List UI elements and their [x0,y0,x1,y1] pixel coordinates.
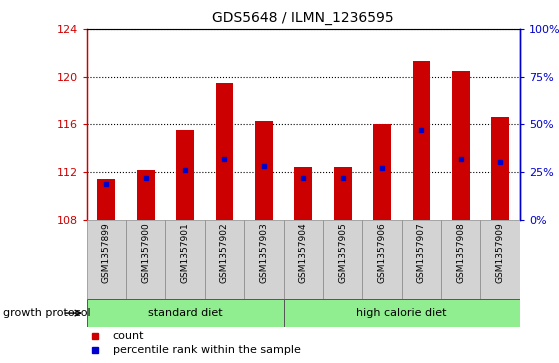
Text: GSM1357906: GSM1357906 [377,222,386,283]
Text: GSM1357903: GSM1357903 [259,222,268,283]
Bar [283,299,520,327]
Bar [413,61,430,220]
Bar [126,220,165,299]
Bar [452,71,470,220]
Bar [362,220,402,299]
Bar [491,117,509,220]
Text: GSM1357900: GSM1357900 [141,222,150,283]
Bar [402,220,441,299]
Text: GSM1357904: GSM1357904 [299,222,308,283]
Text: GSM1357908: GSM1357908 [456,222,465,283]
Bar [97,179,115,220]
Text: GSM1357902: GSM1357902 [220,222,229,283]
Bar [87,299,283,327]
Text: GSM1357899: GSM1357899 [102,222,111,283]
Bar [481,220,520,299]
Bar [255,121,273,220]
Title: GDS5648 / ILMN_1236595: GDS5648 / ILMN_1236595 [212,11,394,25]
Bar [441,220,481,299]
Bar [137,170,155,220]
Bar [334,167,352,220]
Bar [373,124,391,220]
Bar [176,130,194,220]
Bar [295,167,312,220]
Bar [205,220,244,299]
Bar [244,220,283,299]
Text: count: count [112,331,144,341]
Text: GSM1357909: GSM1357909 [496,222,505,283]
Bar [323,220,362,299]
Bar [165,220,205,299]
Text: percentile rank within the sample: percentile rank within the sample [112,345,301,355]
Bar [216,83,233,220]
Text: standard diet: standard diet [148,308,222,318]
Bar [283,220,323,299]
Text: high calorie diet: high calorie diet [357,308,447,318]
Text: growth protocol: growth protocol [3,308,91,318]
Text: GSM1357905: GSM1357905 [338,222,347,283]
Bar [87,220,126,299]
Text: GSM1357901: GSM1357901 [181,222,190,283]
Text: GSM1357907: GSM1357907 [417,222,426,283]
